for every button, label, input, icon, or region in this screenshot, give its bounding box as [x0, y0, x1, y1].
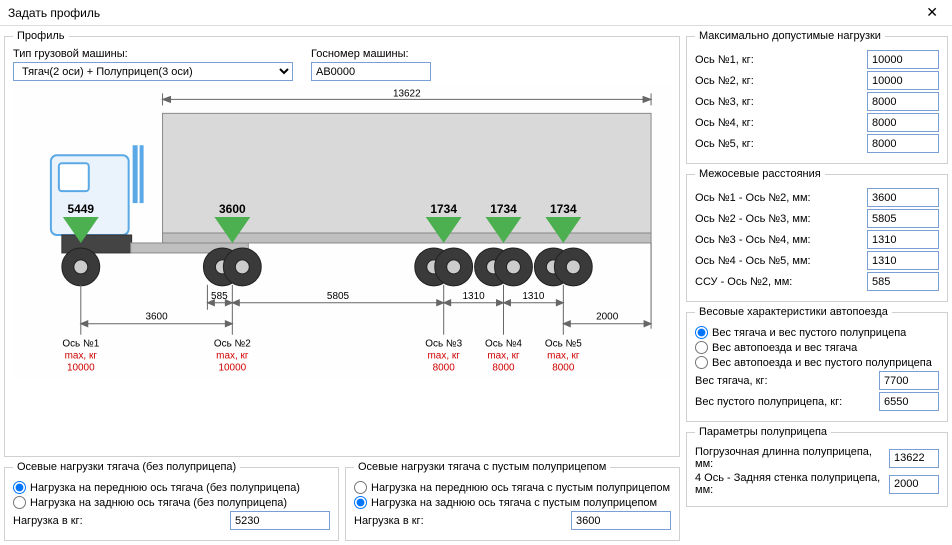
svg-text:1734: 1734	[550, 202, 577, 216]
radio-front-with-trailer[interactable]	[354, 481, 367, 494]
svg-text:3600: 3600	[219, 202, 246, 216]
truck-type-select[interactable]: Тягач(2 оси) + Полуприцеп(3 оси)	[13, 62, 293, 81]
svg-text:Ось №5: Ось №5	[545, 339, 582, 350]
interaxle-label-1: Ось №2 - Ось №3, мм:	[695, 213, 863, 225]
radio-rear-no-trailer[interactable]	[13, 496, 26, 509]
dim-top: 13622	[393, 88, 421, 99]
interaxle-label-3: Ось №4 - Ось №5, мм:	[695, 255, 863, 267]
svg-text:Ось №4: Ось №4	[485, 339, 522, 350]
interaxle-label-2: Ось №3 - Ось №4, мм:	[695, 234, 863, 246]
trailer-empty-weight-input[interactable]	[879, 392, 939, 411]
interaxle-group: Межосевые расстояния Ось №1 - Ось №2, мм…	[686, 168, 948, 302]
maxload-input-3[interactable]	[867, 113, 939, 132]
svg-text:1310: 1310	[522, 291, 545, 302]
svg-text:1734: 1734	[490, 202, 517, 216]
maxload-label-3: Ось №4, кг:	[695, 117, 863, 129]
svg-text:max, кг: max, кг	[547, 351, 580, 362]
maxload-label-2: Ось №3, кг:	[695, 96, 863, 108]
svg-text:8000: 8000	[492, 363, 515, 374]
tractor-trailer-load-input[interactable]	[571, 511, 671, 530]
weights-group: Весовые характеристики автопоезда Вес тя…	[686, 306, 948, 422]
trailer-rear-input[interactable]	[889, 475, 939, 494]
svg-text:8000: 8000	[433, 363, 456, 374]
radio-train-and-tractor[interactable]	[695, 341, 708, 354]
radio-train-and-empty-trailer[interactable]	[695, 356, 708, 369]
close-icon[interactable]: ✕	[920, 4, 944, 21]
svg-text:2000: 2000	[596, 312, 619, 323]
interaxle-label-4: ССУ - Ось №2, мм:	[695, 276, 863, 288]
svg-text:5449: 5449	[67, 202, 94, 216]
svg-text:max, кг: max, кг	[65, 351, 98, 362]
window-title: Задать профиль	[8, 6, 100, 20]
plate-label: Госномер машины:	[311, 48, 431, 60]
tractor-trailer-group: Осевые нагрузки тягача с пустым полуприц…	[345, 461, 680, 541]
svg-text:max, кг: max, кг	[428, 351, 461, 362]
svg-text:5805: 5805	[327, 291, 350, 302]
maxload-label-0: Ось №1, кг:	[695, 54, 863, 66]
interaxle-input-2[interactable]	[867, 230, 939, 249]
svg-text:1734: 1734	[430, 202, 457, 216]
radio-rear-with-trailer[interactable]	[354, 496, 367, 509]
wheels	[62, 248, 592, 286]
truck-diagram: 13622	[13, 85, 671, 380]
axle-labels: Ось №1 max, кг 10000 Ось №2 max, кг 1000…	[62, 339, 582, 374]
plate-input[interactable]	[311, 62, 431, 81]
radio-tractor-and-empty-trailer[interactable]	[695, 326, 708, 339]
interaxle-input-1[interactable]	[867, 209, 939, 228]
svg-text:max, кг: max, кг	[216, 351, 249, 362]
interaxle-input-4[interactable]	[867, 272, 939, 291]
svg-text:max, кг: max, кг	[487, 351, 520, 362]
svg-text:8000: 8000	[552, 363, 575, 374]
titlebar: Задать профиль ✕	[0, 0, 952, 26]
trailer-params-group: Параметры полуприцепа Погрузочная длинна…	[686, 426, 948, 507]
truck-type-label: Тип грузовой машины:	[13, 48, 293, 60]
maxloads-group: Максимально допустимые нагрузки Ось №1, …	[686, 30, 948, 164]
profile-group: Профиль Тип грузовой машины: Тягач(2 оси…	[4, 30, 680, 457]
svg-text:10000: 10000	[67, 363, 95, 374]
interaxle-input-0[interactable]	[867, 188, 939, 207]
maxload-label-4: Ось №5, кг:	[695, 138, 863, 150]
svg-text:1310: 1310	[463, 291, 486, 302]
svg-text:10000: 10000	[218, 363, 246, 374]
maxload-input-4[interactable]	[867, 134, 939, 153]
maxload-input-0[interactable]	[867, 50, 939, 69]
radio-front-no-trailer[interactable]	[13, 481, 26, 494]
maxload-input-2[interactable]	[867, 92, 939, 111]
profile-legend: Профиль	[13, 30, 69, 42]
interaxle-label-0: Ось №1 - Ось №2, мм:	[695, 192, 863, 204]
tractor-only-load-input[interactable]	[230, 511, 330, 530]
maxload-input-1[interactable]	[867, 71, 939, 90]
svg-text:585: 585	[211, 291, 228, 302]
interaxle-input-3[interactable]	[867, 251, 939, 270]
trailer-length-input[interactable]	[889, 449, 939, 468]
tractor-only-group: Осевые нагрузки тягача (без полуприцепа)…	[4, 461, 339, 541]
svg-text:Ось №1: Ось №1	[62, 339, 99, 350]
svg-text:Ось №3: Ось №3	[425, 339, 462, 350]
tractor-weight-input[interactable]	[879, 371, 939, 390]
svg-text:Ось №2: Ось №2	[214, 339, 251, 350]
svg-text:3600: 3600	[145, 312, 168, 323]
maxload-label-1: Ось №2, кг:	[695, 75, 863, 87]
